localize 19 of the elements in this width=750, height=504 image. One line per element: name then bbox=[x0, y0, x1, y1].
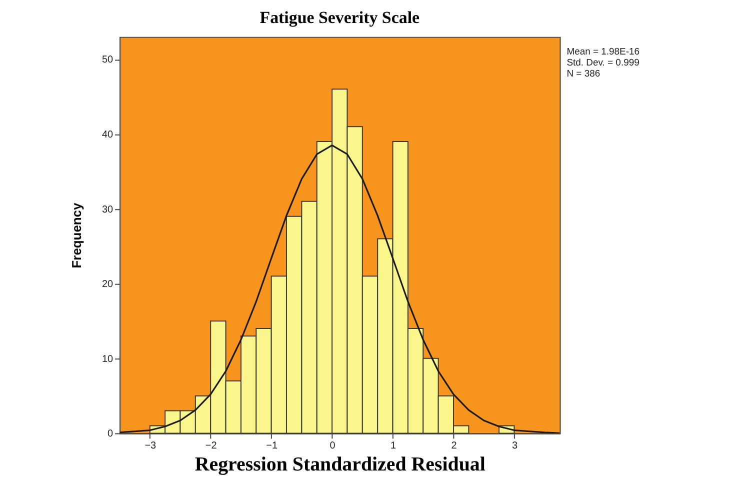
y-tick-label: 20 bbox=[102, 279, 114, 290]
x-tick-label: 0 bbox=[330, 440, 336, 452]
text: N = 386 bbox=[566, 68, 600, 80]
y-tick-label: 10 bbox=[102, 354, 114, 365]
text: Mean = 1.98E-16 bbox=[566, 46, 640, 58]
chart-title: Fatigue Severity Scale bbox=[260, 8, 420, 27]
text: Std. Dev. = 0.999 bbox=[566, 58, 640, 69]
x-tick-label: 2 bbox=[451, 440, 458, 452]
y-tick-label: 30 bbox=[102, 204, 114, 216]
x-axis-title: Regression Standardized Residual bbox=[194, 454, 486, 476]
y-axis-title: Frequency bbox=[69, 202, 84, 268]
x-tick-label: −1 bbox=[266, 440, 278, 452]
x-tick-label: 3 bbox=[512, 440, 518, 452]
x-tick-label: −3 bbox=[144, 440, 157, 452]
y-tick-label: 50 bbox=[102, 54, 114, 66]
x-tick-label: −2 bbox=[205, 440, 218, 452]
y-tick-label: 40 bbox=[102, 130, 114, 141]
x-tick-label: 1 bbox=[390, 440, 396, 452]
y-tick-label: 0 bbox=[108, 428, 114, 440]
